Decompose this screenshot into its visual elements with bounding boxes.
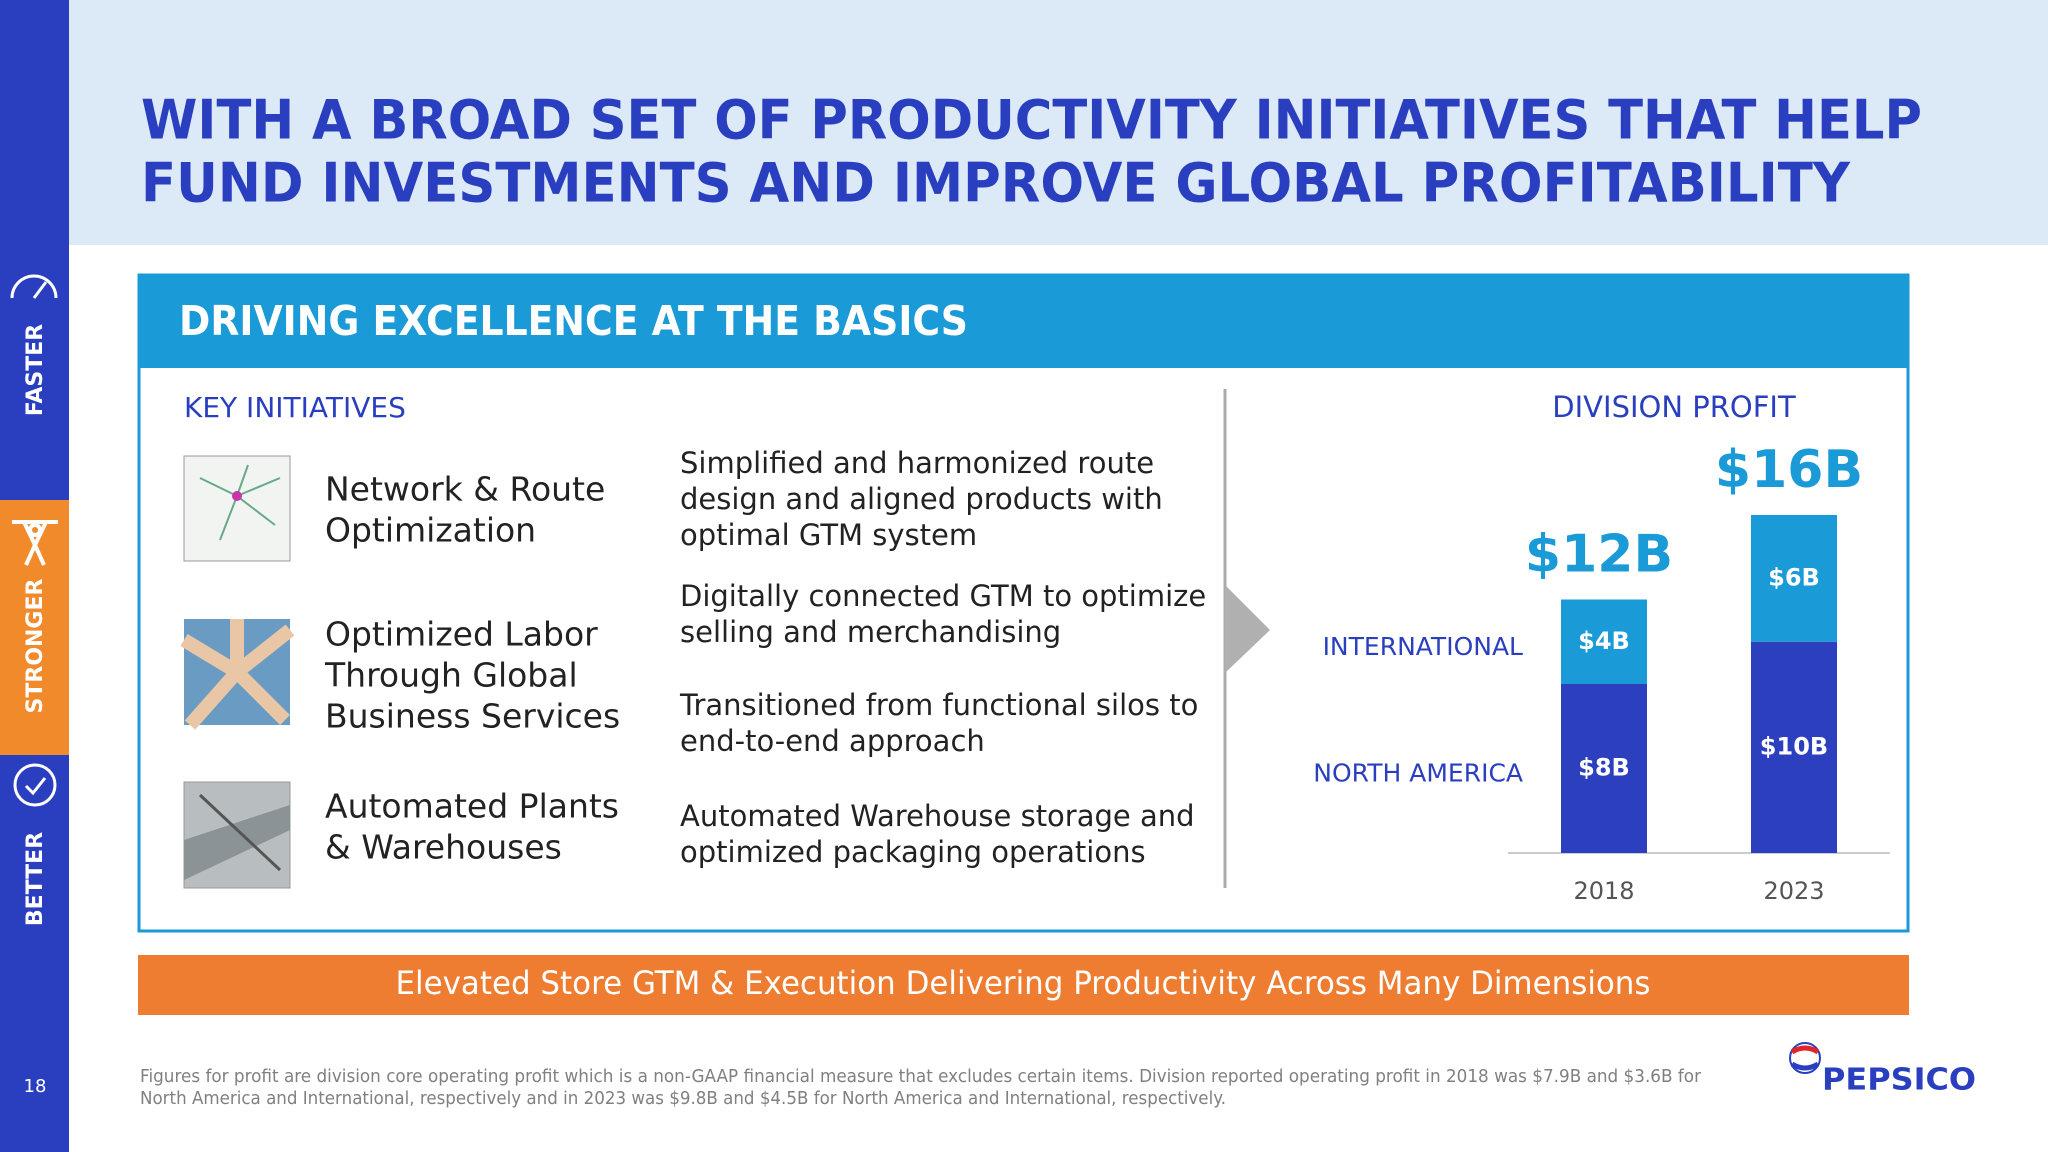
- initiative-title: Through Global: [324, 656, 578, 695]
- logo: PEPSICO: [1822, 1063, 1976, 1098]
- title-line: FUND INVESTMENTS AND IMPROVE GLOBAL PROF…: [141, 152, 1851, 215]
- title-line: WITH A BROAD SET OF PRODUCTIVITY INITIAT…: [141, 89, 1922, 152]
- initiative-description: Transitioned from functional silos to: [679, 688, 1198, 722]
- initiative-title: Business Services: [325, 697, 620, 736]
- initiative-description: optimized packaging operations: [680, 835, 1146, 869]
- initiative-description: end-to-end approach: [680, 724, 985, 758]
- total-label: $12B: [1525, 525, 1673, 585]
- header-band: [69, 0, 2048, 245]
- initiative-description: selling and merchandising: [680, 615, 1061, 649]
- initiative-title: Network & Route: [325, 470, 605, 509]
- footnote: Figures for profit are division core ope…: [140, 1066, 1702, 1087]
- value-label: $8B: [1578, 754, 1630, 782]
- bar-segment: [1561, 684, 1647, 853]
- chevron: [1225, 585, 1270, 673]
- bar-segment: [1751, 641, 1837, 853]
- initiative-title: Optimization: [325, 511, 536, 550]
- lifter-icon: [12, 520, 58, 566]
- initiative-description: design and aligned products with: [680, 482, 1163, 516]
- sidebar-label: BETTER: [23, 832, 48, 926]
- x-tick-label: 2018: [1573, 877, 1634, 905]
- x-tick-label: 2023: [1763, 877, 1824, 905]
- initiative-description: Automated Warehouse storage and: [680, 799, 1195, 833]
- initiative-description: Digitally connected GTM to optimize: [680, 579, 1206, 613]
- initiative-description: Simplified and harmonized route: [680, 446, 1154, 480]
- initiative-title: Automated Plants: [325, 787, 619, 826]
- value-label: $6B: [1768, 563, 1820, 591]
- panel-heading: DRIVING EXCELLENCE AT THE BASICS: [179, 297, 968, 345]
- initiative-title: Optimized Labor: [325, 615, 598, 654]
- chart-title: DIVISION PROFIT: [1552, 390, 1796, 424]
- sidebar-bottom: [0, 755, 69, 1152]
- value-label: $10B: [1760, 732, 1828, 760]
- bar-segment: [1561, 599, 1647, 684]
- sidebar-label: FASTER: [23, 324, 48, 416]
- value-label: $4B: [1578, 627, 1630, 655]
- page-number: 18: [24, 1076, 47, 1097]
- sidebar-top: [0, 0, 69, 500]
- legend-label: NORTH AMERICA: [1313, 759, 1523, 788]
- footnote: North America and International, respect…: [140, 1088, 1226, 1109]
- initiatives-heading: KEY INITIATIVES: [184, 391, 406, 424]
- initiative-title: & Warehouses: [325, 828, 562, 867]
- network-image: [183, 455, 291, 562]
- bar-segment: [1751, 515, 1837, 642]
- legend-label: INTERNATIONAL: [1323, 632, 1523, 661]
- labor-image: [180, 619, 295, 730]
- warehouse-image: [183, 781, 291, 889]
- sidebar-label: STRONGER: [23, 578, 48, 713]
- total-label: $16B: [1715, 440, 1863, 500]
- banner: [138, 955, 1909, 1015]
- panel-header: [139, 275, 1908, 368]
- gauge-icon: [10, 274, 58, 299]
- check-icon: [13, 763, 57, 807]
- logo-globe: [1789, 1042, 1821, 1074]
- banner-text: Elevated Store GTM & Execution Deliverin…: [396, 964, 1651, 1002]
- initiative-description: optimal GTM system: [680, 518, 977, 552]
